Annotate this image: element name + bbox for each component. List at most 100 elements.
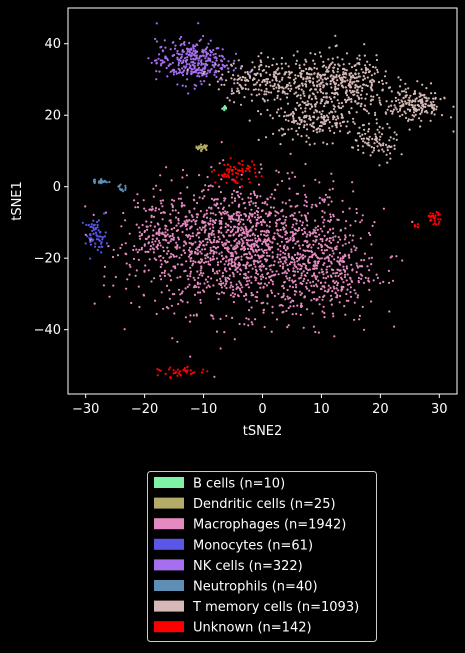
scatter-point — [307, 269, 310, 272]
scatter-point — [209, 212, 212, 215]
scatter-point — [376, 140, 379, 143]
scatter-point — [359, 105, 362, 108]
scatter-point — [261, 201, 264, 205]
scatter-point — [358, 126, 361, 129]
scatter-point — [323, 200, 326, 203]
scatter-point — [295, 86, 298, 89]
scatter-point — [104, 231, 107, 234]
scatter-point — [395, 138, 398, 141]
scatter-point — [286, 172, 289, 175]
x-tick-label: 30 — [431, 402, 448, 417]
scatter-point — [335, 126, 338, 129]
scatter-point — [254, 201, 257, 205]
scatter-point — [268, 265, 271, 268]
scatter-point — [317, 331, 320, 334]
scatter-point — [300, 135, 303, 138]
scatter-point — [184, 85, 187, 88]
scatter-point — [247, 270, 250, 274]
scatter-point — [269, 212, 272, 215]
scatter-point — [189, 275, 192, 278]
scatter-point — [269, 278, 273, 281]
scatter-point — [215, 292, 219, 295]
scatter-point — [320, 116, 323, 119]
scatter-point — [286, 102, 290, 105]
legend-swatch — [154, 580, 184, 591]
scatter-point — [351, 81, 354, 84]
scatter-point — [288, 81, 291, 85]
scatter-point — [304, 255, 307, 258]
scatter-point — [293, 92, 296, 95]
scatter-point — [169, 213, 172, 216]
scatter-point — [226, 96, 229, 99]
scatter-point — [240, 290, 243, 294]
scatter-point — [199, 210, 202, 213]
scatter-point — [231, 292, 234, 295]
scatter-point — [199, 298, 202, 302]
x-tick-label: 10 — [313, 402, 330, 417]
scatter-point — [149, 248, 152, 251]
scatter-point — [177, 222, 180, 225]
scatter-point — [389, 152, 392, 155]
scatter-point — [245, 239, 248, 242]
scatter-point — [309, 118, 312, 121]
scatter-point — [310, 284, 313, 287]
scatter-point — [143, 230, 146, 234]
scatter-point — [327, 275, 330, 278]
scatter-point — [346, 132, 349, 135]
scatter-point — [360, 137, 363, 140]
scatter-point — [272, 75, 275, 78]
scatter-point — [205, 53, 208, 56]
scatter-point — [282, 251, 285, 254]
scatter-point — [199, 271, 203, 275]
scatter-point — [181, 50, 184, 53]
scatter-point — [375, 118, 378, 121]
scatter-point — [172, 253, 175, 256]
scatter-point — [358, 63, 361, 66]
scatter-point — [177, 236, 180, 239]
scatter-point — [354, 73, 357, 76]
scatter-point — [344, 273, 347, 276]
scatter-point — [311, 81, 314, 84]
scatter-point — [261, 242, 264, 245]
scatter-point — [209, 184, 212, 187]
scatter-point — [296, 267, 299, 270]
scatter-point — [288, 276, 291, 279]
scatter-point — [218, 78, 221, 81]
scatter-point — [158, 53, 161, 56]
scatter-point — [255, 241, 258, 244]
scatter-point — [108, 180, 111, 184]
scatter-point — [105, 242, 108, 245]
scatter-point — [350, 100, 353, 103]
scatter-point — [167, 368, 171, 371]
scatter-point — [346, 288, 349, 291]
scatter-point — [370, 95, 373, 98]
scatter-point — [331, 187, 334, 190]
scatter-point — [171, 204, 174, 207]
scatter-point — [99, 230, 102, 234]
scatter-point — [170, 203, 173, 206]
scatter-point — [279, 253, 282, 256]
scatter-point — [275, 318, 279, 321]
scatter-point — [284, 118, 287, 121]
scatter-point — [315, 67, 318, 70]
scatter-point — [237, 240, 240, 243]
scatter-point — [263, 221, 266, 224]
scatter-point — [284, 237, 287, 241]
scatter-point — [169, 279, 173, 282]
scatter-point — [159, 199, 162, 202]
scatter-point — [229, 252, 232, 255]
scatter-point — [304, 239, 307, 242]
scatter-point — [315, 267, 318, 270]
legend-label: NK cells (n=322) — [193, 559, 303, 574]
scatter-point — [307, 279, 310, 282]
scatter-point — [237, 234, 241, 237]
scatter-point — [202, 272, 205, 275]
scatter-point — [135, 269, 138, 272]
scatter-point — [320, 245, 323, 248]
scatter-point — [296, 270, 299, 273]
scatter-point — [132, 248, 135, 252]
scatter-point — [382, 150, 385, 153]
scatter-point — [124, 186, 127, 189]
scatter-point — [268, 225, 271, 228]
scatter-point — [215, 247, 218, 250]
